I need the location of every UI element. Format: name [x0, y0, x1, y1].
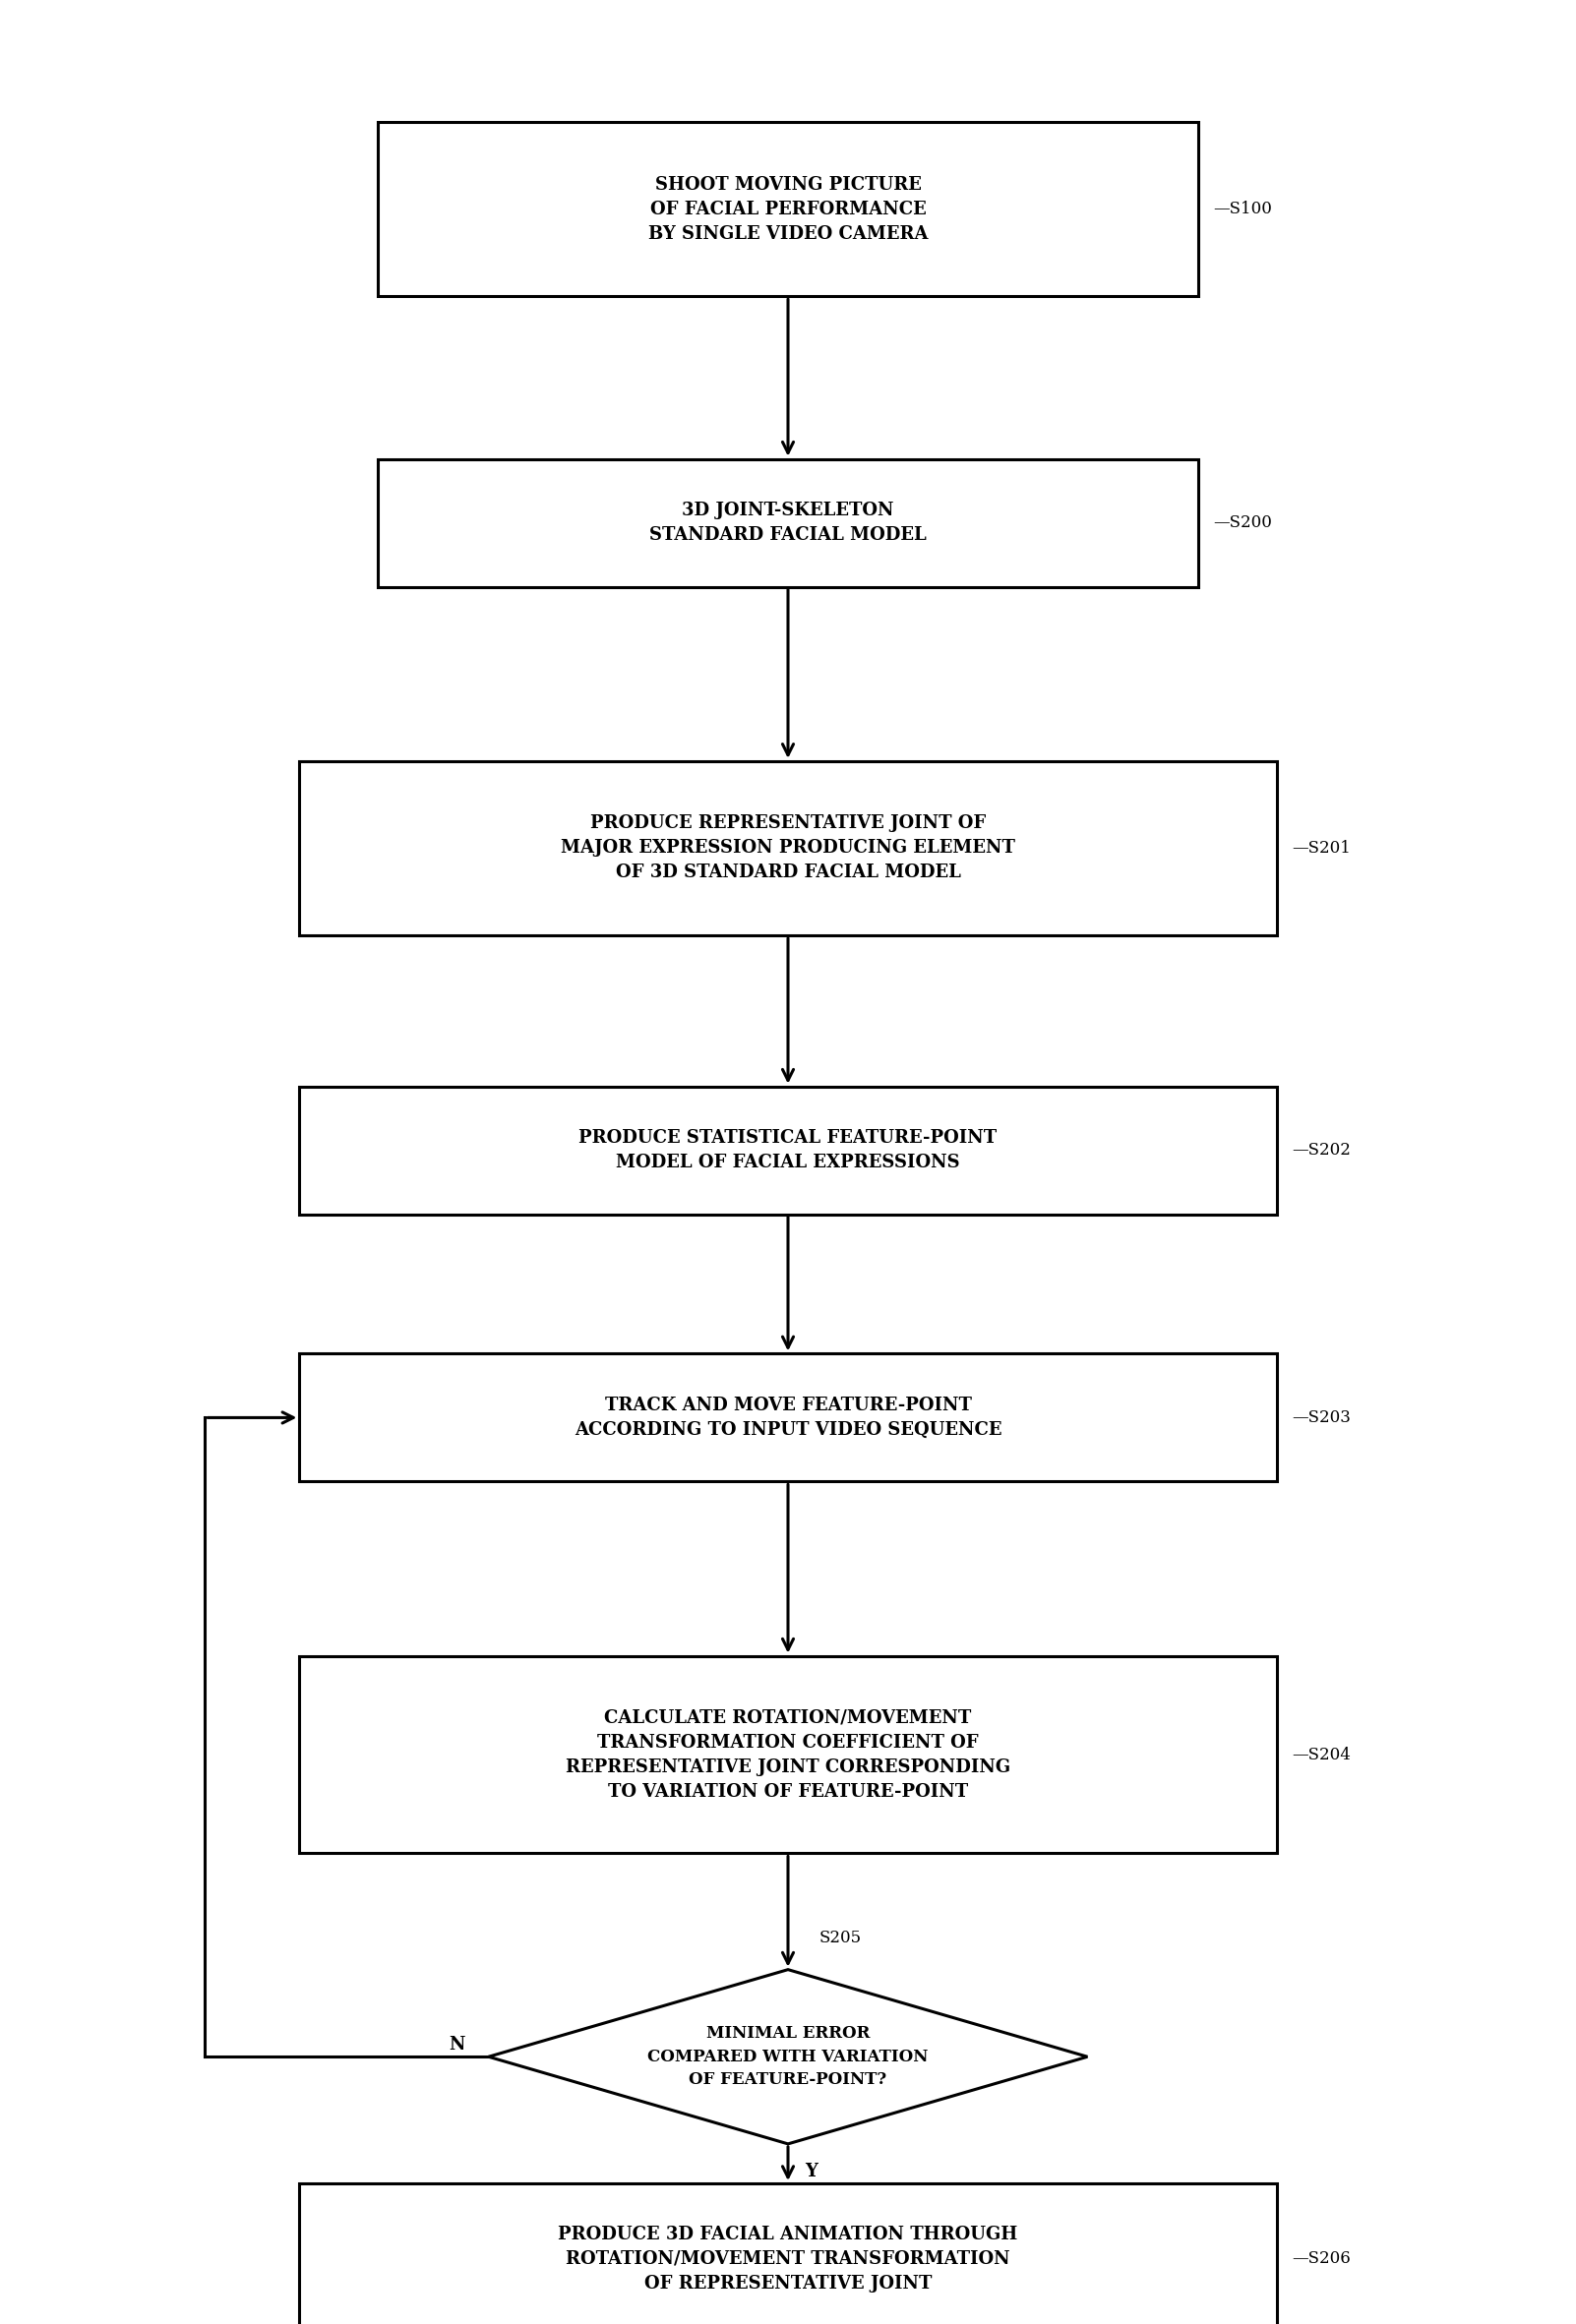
FancyBboxPatch shape [299, 760, 1277, 934]
Text: —S100: —S100 [1214, 200, 1272, 218]
Text: S205: S205 [820, 1929, 862, 1948]
FancyBboxPatch shape [299, 1088, 1277, 1213]
Text: —S201: —S201 [1292, 839, 1351, 858]
Text: —S206: —S206 [1292, 2250, 1351, 2268]
FancyBboxPatch shape [378, 121, 1198, 295]
Text: 3D JOINT-SKELETON
STANDARD FACIAL MODEL: 3D JOINT-SKELETON STANDARD FACIAL MODEL [649, 502, 927, 544]
Text: CALCULATE ROTATION/MOVEMENT
TRANSFORMATION COEFFICIENT OF
REPRESENTATIVE JOINT C: CALCULATE ROTATION/MOVEMENT TRANSFORMATI… [566, 1708, 1010, 1801]
Text: PRODUCE STATISTICAL FEATURE-POINT
MODEL OF FACIAL EXPRESSIONS: PRODUCE STATISTICAL FEATURE-POINT MODEL … [578, 1129, 998, 1171]
Text: TRACK AND MOVE FEATURE-POINT
ACCORDING TO INPUT VIDEO SEQUENCE: TRACK AND MOVE FEATURE-POINT ACCORDING T… [574, 1397, 1002, 1439]
Text: PRODUCE 3D FACIAL ANIMATION THROUGH
ROTATION/MOVEMENT TRANSFORMATION
OF REPRESEN: PRODUCE 3D FACIAL ANIMATION THROUGH ROTA… [558, 2226, 1018, 2291]
Text: —S200: —S200 [1214, 514, 1272, 532]
Text: PRODUCE REPRESENTATIVE JOINT OF
MAJOR EXPRESSION PRODUCING ELEMENT
OF 3D STANDAR: PRODUCE REPRESENTATIVE JOINT OF MAJOR EX… [561, 816, 1015, 881]
Text: —S202: —S202 [1292, 1141, 1351, 1160]
FancyBboxPatch shape [299, 1655, 1277, 1855]
Text: MINIMAL ERROR
COMPARED WITH VARIATION
OF FEATURE-POINT?: MINIMAL ERROR COMPARED WITH VARIATION OF… [648, 2024, 928, 2089]
Text: SHOOT MOVING PICTURE
OF FACIAL PERFORMANCE
BY SINGLE VIDEO CAMERA: SHOOT MOVING PICTURE OF FACIAL PERFORMAN… [648, 177, 928, 242]
FancyBboxPatch shape [299, 2185, 1277, 2324]
Text: —S204: —S204 [1292, 1745, 1351, 1764]
FancyBboxPatch shape [299, 1353, 1277, 1483]
FancyBboxPatch shape [378, 458, 1198, 586]
Text: —S203: —S203 [1292, 1408, 1351, 1427]
Text: Y: Y [805, 2161, 818, 2180]
Text: N: N [449, 2036, 465, 2054]
Polygon shape [489, 1968, 1087, 2143]
